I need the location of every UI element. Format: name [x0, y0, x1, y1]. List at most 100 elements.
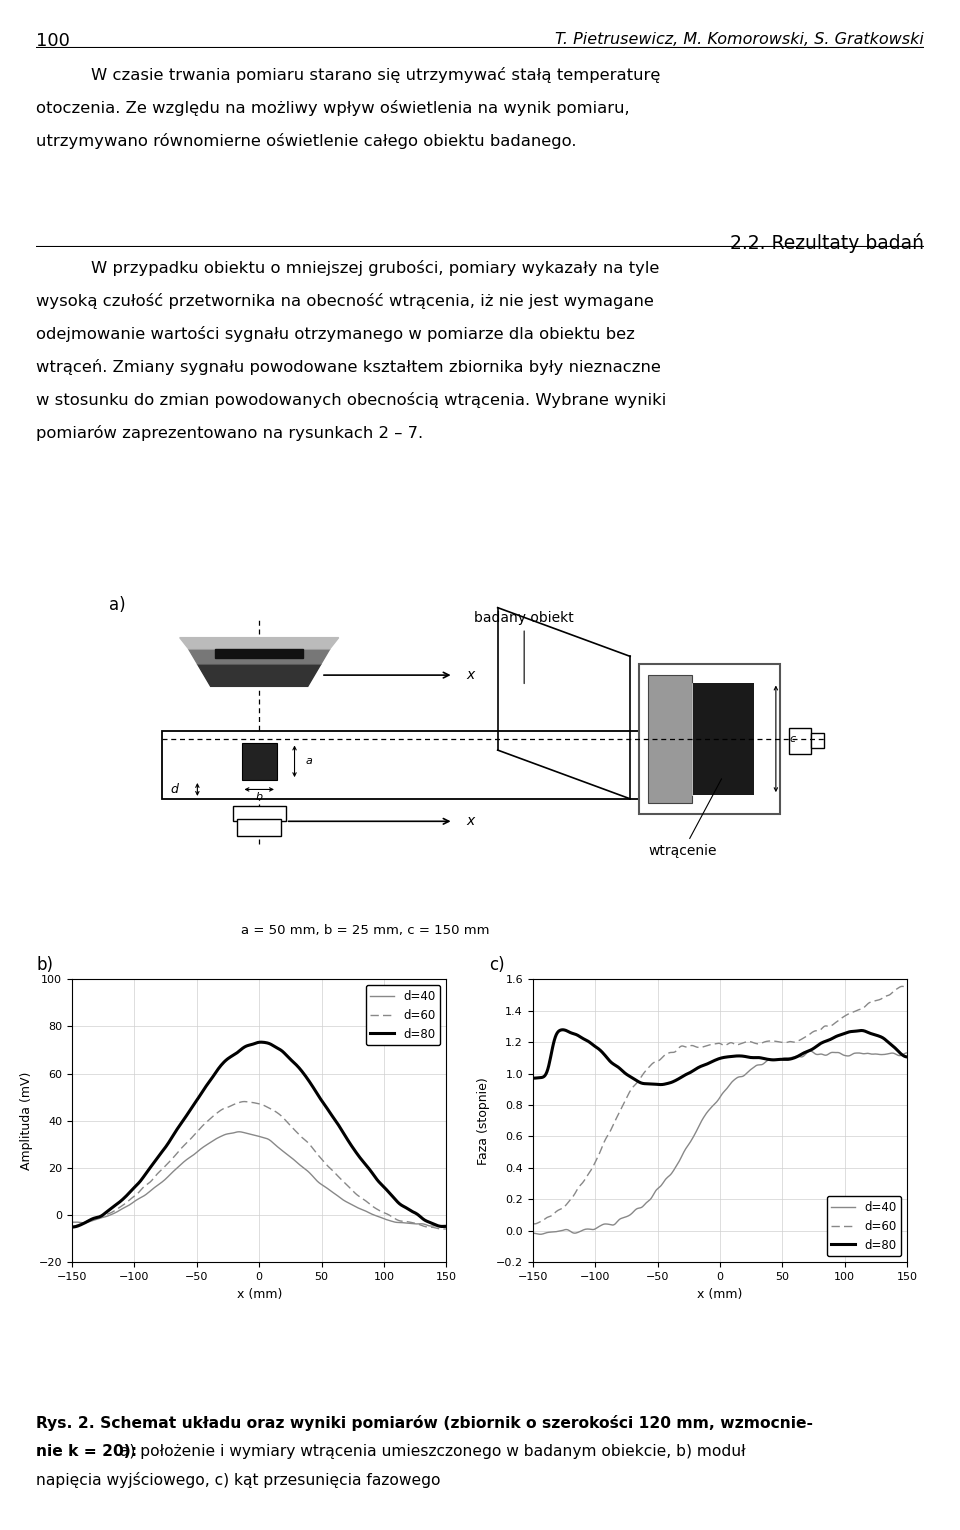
Line: d=40: d=40: [72, 1132, 446, 1226]
d=80: [214, 1057, 226, 1076]
d=40: [111, 1203, 123, 1221]
d=60: [239, 1092, 251, 1111]
Text: b: b: [255, 793, 263, 802]
d=80: [573, 1027, 585, 1045]
d=40: [441, 1216, 452, 1235]
d=40: [527, 1224, 539, 1242]
d=60: [901, 978, 913, 996]
Y-axis label: Amplituda (mV): Amplituda (mV): [20, 1071, 34, 1170]
Legend: d=40, d=60, d=80: d=40, d=60, d=80: [827, 1196, 901, 1256]
d=40: [798, 1047, 809, 1065]
Text: Rys. 2. Schemat układu oraz wyniki pomiarów (zbiornik o szerokości 120 mm, wzmoc: Rys. 2. Schemat układu oraz wyniki pomia…: [36, 1415, 813, 1431]
d=40: [763, 1051, 775, 1069]
d=80: [339, 1126, 350, 1144]
d=60: [528, 1215, 540, 1233]
Bar: [811, 733, 825, 748]
Text: pomiarów zaprezentowano na rysunkach 2 – 7.: pomiarów zaprezentowano na rysunkach 2 –…: [36, 425, 423, 441]
d=80: [677, 1066, 688, 1085]
d=40: [800, 1045, 811, 1063]
Legend: d=40, d=60, d=80: d=40, d=60, d=80: [366, 985, 441, 1045]
d=60: [437, 1219, 448, 1238]
Text: a) położenie i wymiary wtrącenia umieszczonego w badanym obiekcie, b) moduł: a) położenie i wymiary wtrącenia umieszc…: [115, 1444, 746, 1458]
d=60: [798, 1028, 809, 1047]
d=40: [573, 1222, 585, 1241]
d=80: [655, 1076, 666, 1094]
Text: a): a): [109, 597, 126, 615]
d=40: [650, 1181, 661, 1200]
d=60: [527, 1215, 539, 1233]
d=80: [557, 1021, 568, 1039]
d=80: [337, 1123, 348, 1141]
Text: a: a: [305, 756, 312, 767]
Bar: [162, 731, 639, 799]
Polygon shape: [188, 649, 330, 664]
d=80: [254, 1033, 266, 1051]
X-axis label: x (mm): x (mm): [697, 1288, 743, 1300]
Text: napięcia wyjściowego, c) kąt przesunięcia fazowego: napięcia wyjściowego, c) kąt przesunięci…: [36, 1472, 441, 1487]
Text: c): c): [490, 956, 505, 975]
d=40: [676, 1146, 687, 1164]
Polygon shape: [215, 649, 303, 658]
Text: otoczenia. Ze względu na możliwy wpływ oświetlenia na wynik pomiaru,: otoczenia. Ze względu na możliwy wpływ o…: [36, 101, 630, 116]
d=40: [535, 1226, 546, 1244]
Text: wtrąceń. Zmiany sygnału powodowane kształtem zbiornika były nieznaczne: wtrąceń. Zmiany sygnału powodowane kszta…: [36, 360, 661, 375]
d=60: [302, 1134, 314, 1152]
d=80: [801, 1042, 812, 1060]
Text: d: d: [171, 783, 179, 796]
d=40: [337, 1190, 348, 1209]
Bar: [639, 664, 780, 814]
Bar: [789, 728, 811, 754]
Text: W czasie trwania pomiaru starano się utrzymywać stałą temperaturę: W czasie trwania pomiaru starano się utr…: [91, 67, 660, 83]
Text: T. Pietrusewicz, M. Komorowski, S. Gratkowski: T. Pietrusewicz, M. Komorowski, S. Gratk…: [555, 32, 924, 47]
X-axis label: x (mm): x (mm): [236, 1288, 282, 1300]
Bar: [242, 742, 276, 780]
d=80: [66, 1218, 78, 1236]
Line: d=60: d=60: [72, 1102, 446, 1229]
Text: badany obiekt: badany obiekt: [474, 612, 574, 684]
d=80: [302, 1071, 314, 1089]
Text: a = 50 mm, b = 25 mm, c = 150 mm: a = 50 mm, b = 25 mm, c = 150 mm: [241, 924, 490, 936]
Line: d=80: d=80: [72, 1042, 446, 1227]
d=60: [650, 1053, 661, 1071]
Text: 2.2. Rezultaty badań: 2.2. Rezultaty badań: [730, 233, 924, 252]
d=60: [441, 1219, 452, 1238]
d=80: [799, 1043, 810, 1062]
d=60: [337, 1172, 348, 1190]
Polygon shape: [180, 638, 339, 649]
d=60: [339, 1174, 350, 1192]
d=60: [897, 978, 908, 996]
Text: b): b): [36, 956, 54, 975]
Text: wtrącenie: wtrącenie: [649, 779, 722, 858]
d=40: [302, 1163, 314, 1181]
d=40: [214, 1128, 226, 1146]
Text: 100: 100: [36, 32, 70, 50]
Line: d=80: d=80: [533, 1030, 907, 1085]
d=40: [66, 1213, 78, 1232]
d=80: [527, 1069, 539, 1088]
d=80: [764, 1051, 776, 1069]
Y-axis label: Faza (stopnie): Faza (stopnie): [477, 1077, 491, 1164]
Text: x: x: [467, 814, 475, 828]
d=60: [188, 1126, 200, 1144]
Text: nie k = 20):: nie k = 20):: [36, 1444, 137, 1458]
Bar: [692, 682, 754, 796]
Text: w stosunku do zmian powodowanych obecnością wtrącenia. Wybrane wyniki: w stosunku do zmian powodowanych obecnoś…: [36, 392, 667, 407]
Line: d=40: d=40: [533, 1051, 907, 1235]
d=40: [425, 1216, 437, 1235]
Text: x: x: [467, 669, 475, 682]
d=80: [650, 1076, 661, 1094]
d=60: [111, 1200, 123, 1218]
d=60: [573, 1178, 585, 1196]
Bar: [232, 806, 286, 822]
d=40: [804, 1042, 816, 1060]
d=60: [763, 1031, 775, 1050]
Bar: [648, 675, 692, 803]
d=60: [676, 1037, 687, 1056]
d=40: [901, 1043, 913, 1062]
Text: odejmowanie wartości sygnału otrzymanego w pomiarze dla obiektu bez: odejmowanie wartości sygnału otrzymanego…: [36, 326, 636, 341]
d=40: [233, 1123, 245, 1141]
d=60: [66, 1218, 78, 1236]
d=60: [800, 1028, 811, 1047]
d=40: [188, 1146, 200, 1164]
d=80: [901, 1048, 913, 1066]
